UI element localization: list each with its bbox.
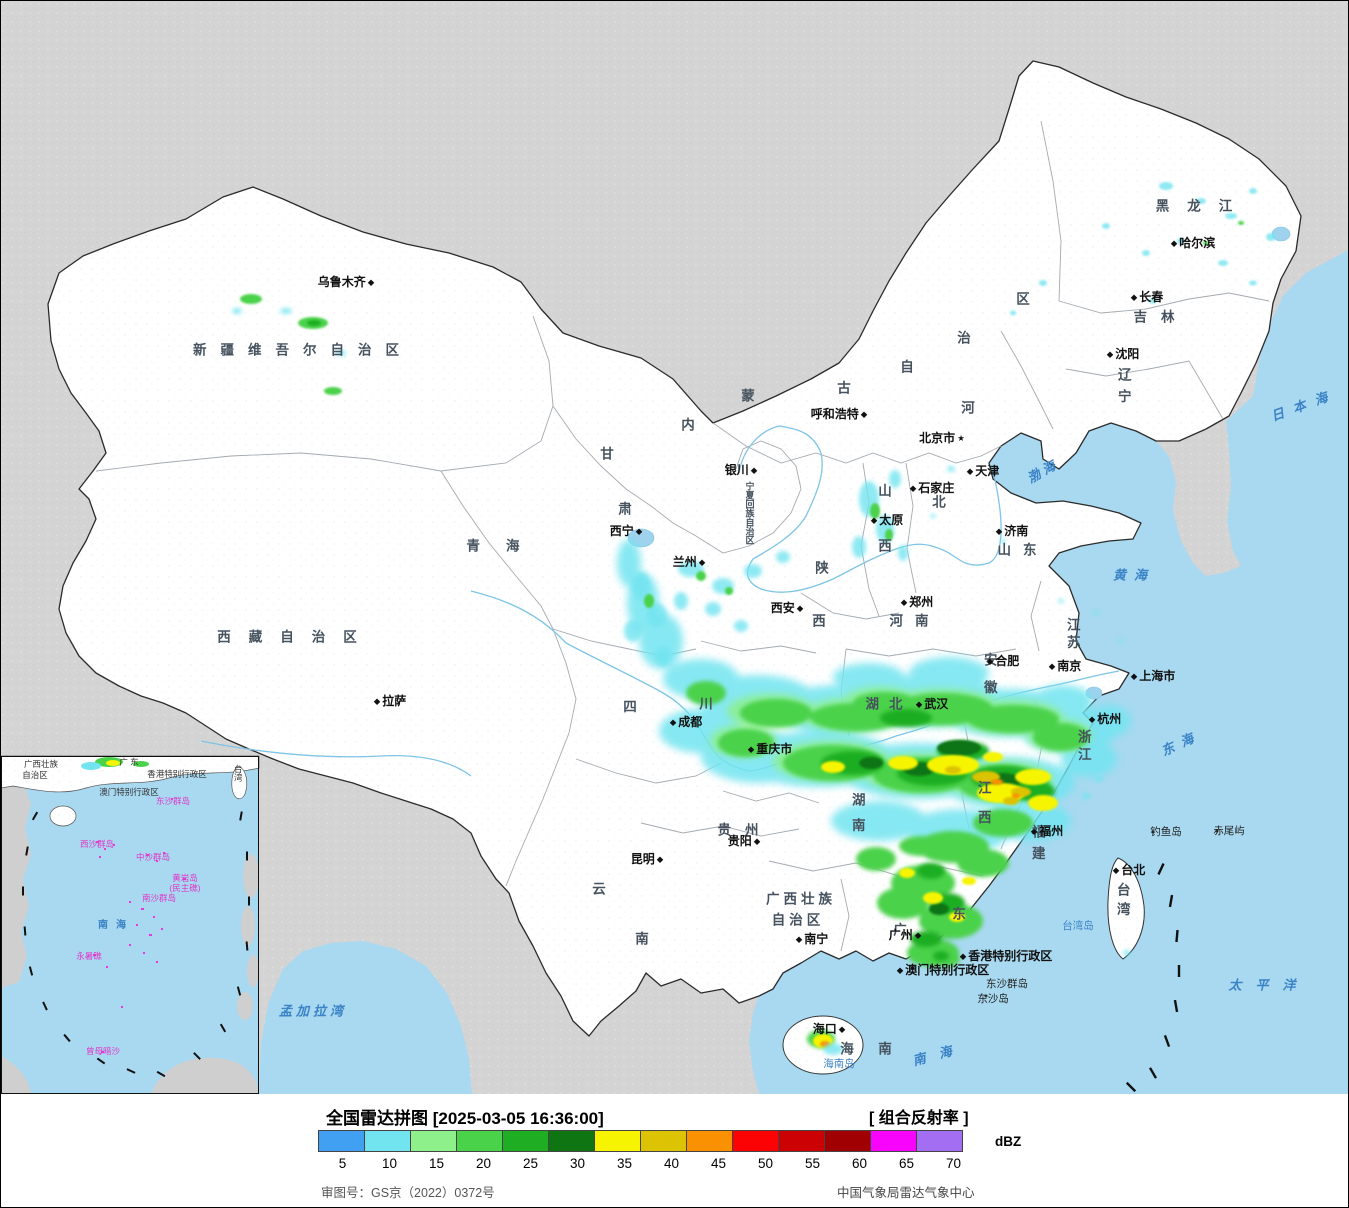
map-area: 黑龙江 吉林 辽宁内蒙古自治区新疆维吾尔自治区甘肃宁夏回族自治区 青海 西藏自治区四川云…: [1, 1, 1348, 1094]
inset-hainan: [49, 805, 77, 827]
legend-title: 全国雷达拼图 [2025-03-05 16:36:00]: [326, 1109, 604, 1128]
legend-swatch-65: [870, 1130, 917, 1152]
legend-value: 30: [569, 1156, 586, 1171]
legend-swatch-10: [364, 1130, 411, 1152]
legend-swatch-5: [318, 1130, 365, 1152]
legend-swatch-70: [916, 1130, 963, 1152]
legend-value: 10: [381, 1156, 398, 1171]
legend-swatch-35: [594, 1130, 641, 1152]
legend-swatch-45: [686, 1130, 733, 1152]
sea-layer: [259, 250, 1348, 1094]
legend-value: 20: [475, 1156, 492, 1171]
inset-radar-echoes: [81, 757, 149, 770]
inset-nine-dash-line: [22, 811, 250, 1078]
legend-swatch-50: [732, 1130, 779, 1152]
bay-of-bengal: [259, 941, 472, 1094]
legend-swatch-55: [778, 1130, 825, 1152]
legend-value: 25: [522, 1156, 539, 1171]
legend-value: 45: [710, 1156, 727, 1171]
map-license-number: 审图号：GS京（2022）0372号: [321, 1186, 495, 1200]
nine-dash-line: [1125, 863, 1181, 1093]
legend-swatch-20: [456, 1130, 503, 1152]
colorbar: [318, 1130, 963, 1152]
inset-border: [1, 756, 259, 1094]
legend-swatch-25: [502, 1130, 549, 1152]
legend-value: 50: [757, 1156, 774, 1171]
producer-credit: 中国气象局雷达气象中心: [837, 1186, 975, 1200]
taiwan-island: [1107, 857, 1145, 960]
legend-product-label: [ 组合反射率 ]: [869, 1110, 969, 1127]
inset-map: [1, 755, 260, 1094]
legend-value: 70: [945, 1156, 962, 1171]
legend-swatch-40: [640, 1130, 687, 1152]
legend-value: 55: [804, 1156, 821, 1171]
colorbar-values: 5 10 15 20 25 30 35 40 45 50 55 60 65 70: [319, 1156, 977, 1171]
legend-value: 65: [898, 1156, 915, 1171]
legend-value: 35: [616, 1156, 633, 1171]
map-graphic: [1, 1, 1348, 1094]
legend-swatch-30: [548, 1130, 595, 1152]
legend-value: 15: [428, 1156, 445, 1171]
inset-taiwan: [231, 765, 248, 800]
dbz-unit-label: dBZ: [995, 1134, 1022, 1149]
inset-island-marks: [93, 798, 186, 1053]
legend-value: 40: [663, 1156, 680, 1171]
radar-echoes-layer: [232, 182, 1276, 1055]
province-boundaries: [95, 120, 1270, 952]
legend-value: 60: [851, 1156, 868, 1171]
legend-value: 5: [338, 1156, 347, 1171]
legend-swatch-15: [410, 1130, 457, 1152]
legend-swatch-60: [824, 1130, 871, 1152]
